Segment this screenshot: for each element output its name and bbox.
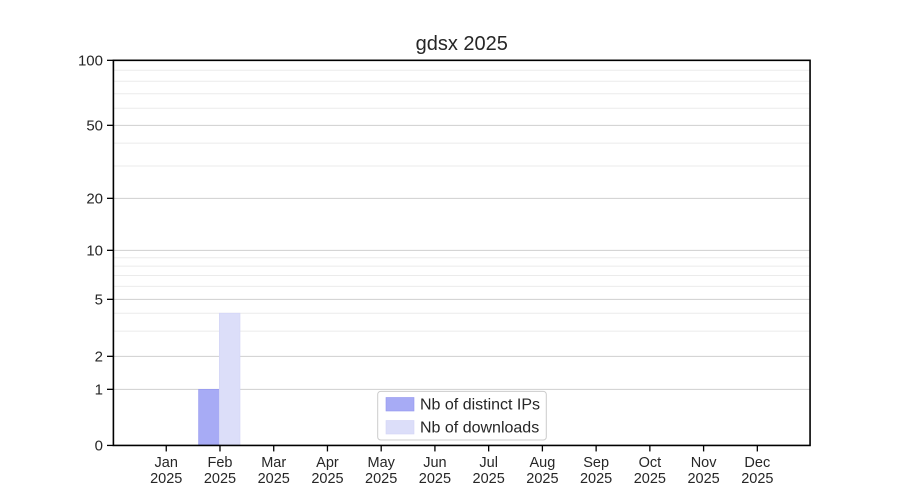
svg-text:2025: 2025 <box>365 471 397 487</box>
svg-text:Oct: Oct <box>639 455 662 471</box>
svg-text:Nov: Nov <box>691 455 718 471</box>
svg-text:Mar: Mar <box>261 455 286 471</box>
svg-text:20: 20 <box>86 191 103 208</box>
svg-text:50: 50 <box>86 118 103 135</box>
svg-text:2025: 2025 <box>741 471 773 487</box>
svg-text:2025: 2025 <box>580 471 612 487</box>
svg-text:Aug: Aug <box>529 455 555 471</box>
svg-text:2025: 2025 <box>204 471 236 487</box>
svg-text:Feb: Feb <box>207 455 232 471</box>
svg-text:Jun: Jun <box>423 455 446 471</box>
svg-text:2: 2 <box>95 349 103 366</box>
svg-text:2025: 2025 <box>634 471 666 487</box>
svg-text:100: 100 <box>78 53 103 70</box>
svg-text:Apr: Apr <box>316 455 339 471</box>
svg-text:2025: 2025 <box>150 471 182 487</box>
svg-text:Dec: Dec <box>744 455 770 471</box>
svg-text:2025: 2025 <box>687 471 719 487</box>
svg-text:2025: 2025 <box>473 471 505 487</box>
svg-text:2025: 2025 <box>419 471 451 487</box>
svg-text:Nb of downloads: Nb of downloads <box>420 419 539 436</box>
svg-text:May: May <box>367 455 395 471</box>
svg-text:Jul: Jul <box>479 455 498 471</box>
svg-text:0: 0 <box>95 438 103 455</box>
svg-text:2025: 2025 <box>526 471 558 487</box>
svg-text:2025: 2025 <box>258 471 290 487</box>
svg-text:Nb of distinct IPs: Nb of distinct IPs <box>420 396 540 413</box>
svg-text:Sep: Sep <box>583 455 609 471</box>
svg-text:2025: 2025 <box>311 471 343 487</box>
svg-text:gdsx 2025: gdsx 2025 <box>416 33 508 55</box>
svg-text:1: 1 <box>95 382 103 399</box>
svg-text:Jan: Jan <box>155 455 178 471</box>
svg-text:10: 10 <box>86 243 103 260</box>
svg-text:5: 5 <box>95 292 103 309</box>
